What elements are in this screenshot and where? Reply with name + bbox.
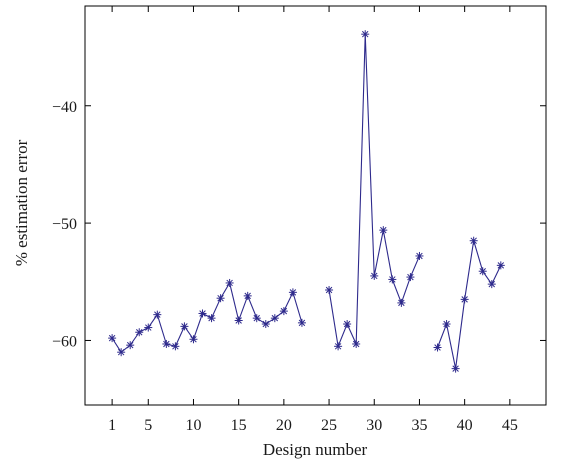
- data-point-marker: [460, 295, 469, 304]
- data-point-marker: [334, 342, 343, 351]
- data-point-marker: [433, 343, 442, 352]
- data-point-marker: [171, 342, 180, 351]
- data-point-marker: [180, 322, 189, 331]
- data-point-marker: [108, 334, 117, 343]
- data-point-marker: [451, 364, 460, 373]
- x-tick-label: 5: [144, 417, 152, 434]
- y-axis-label: % estimation error: [12, 139, 31, 266]
- data-point-marker: [144, 323, 153, 332]
- data-point-marker: [379, 226, 388, 235]
- x-tick-label: 1: [108, 417, 116, 434]
- y-axis-ticks: −60 −50 −40: [52, 99, 546, 350]
- data-point-marker: [442, 320, 451, 329]
- data-point-marker: [243, 291, 252, 300]
- series-line: [437, 240, 502, 369]
- data-point-marker: [225, 278, 234, 287]
- data-point-marker: [189, 335, 198, 344]
- x-tick-label: 10: [185, 417, 201, 434]
- data-point-marker: [397, 298, 406, 307]
- series-group: [108, 30, 505, 373]
- data-point-marker: [487, 280, 496, 289]
- data-point-marker: [297, 318, 306, 327]
- x-tick-label: 20: [276, 417, 292, 434]
- plot-area-border: [84, 5, 547, 406]
- data-point-marker: [406, 273, 415, 282]
- y-tick-label: −60: [52, 333, 77, 350]
- data-point-marker: [117, 348, 126, 357]
- data-point-marker: [135, 328, 144, 337]
- x-axis-ticks: 1 5 10 15 20 25 30 35 40 45: [108, 6, 518, 434]
- data-point-marker: [496, 261, 505, 270]
- data-point-marker: [325, 285, 334, 294]
- x-tick-label: 45: [502, 417, 518, 434]
- data-point-marker: [162, 339, 171, 348]
- data-point-marker: [370, 271, 379, 280]
- data-point-marker: [252, 314, 261, 323]
- data-point-marker: [234, 316, 243, 325]
- series-line: [111, 281, 303, 353]
- data-point-marker: [207, 314, 216, 323]
- x-tick-label: 15: [231, 417, 247, 434]
- x-tick-label: 25: [321, 417, 337, 434]
- y-tick-label: −40: [52, 99, 77, 116]
- data-point-marker: [478, 267, 487, 276]
- data-point-marker: [261, 320, 270, 329]
- data-point-marker: [361, 30, 370, 39]
- x-axis-label: Design number: [263, 440, 368, 459]
- data-point-marker: [352, 339, 361, 348]
- x-tick-label: 40: [457, 417, 473, 434]
- data-point-marker: [415, 251, 424, 260]
- data-point-marker: [388, 275, 397, 284]
- data-point-marker: [126, 341, 135, 350]
- series-line: [328, 34, 420, 349]
- data-point-marker: [343, 320, 352, 329]
- data-point-marker: [153, 310, 162, 319]
- data-point-marker: [216, 294, 225, 303]
- data-point-marker: [270, 314, 279, 323]
- x-tick-label: 30: [366, 417, 382, 434]
- data-point-marker: [469, 236, 478, 245]
- x-tick-label: 35: [411, 417, 427, 434]
- plot-frame: [84, 5, 547, 406]
- data-point-marker: [288, 288, 297, 297]
- y-tick-label: −50: [52, 216, 77, 233]
- data-point-marker: [198, 309, 207, 318]
- data-point-marker: [279, 307, 288, 316]
